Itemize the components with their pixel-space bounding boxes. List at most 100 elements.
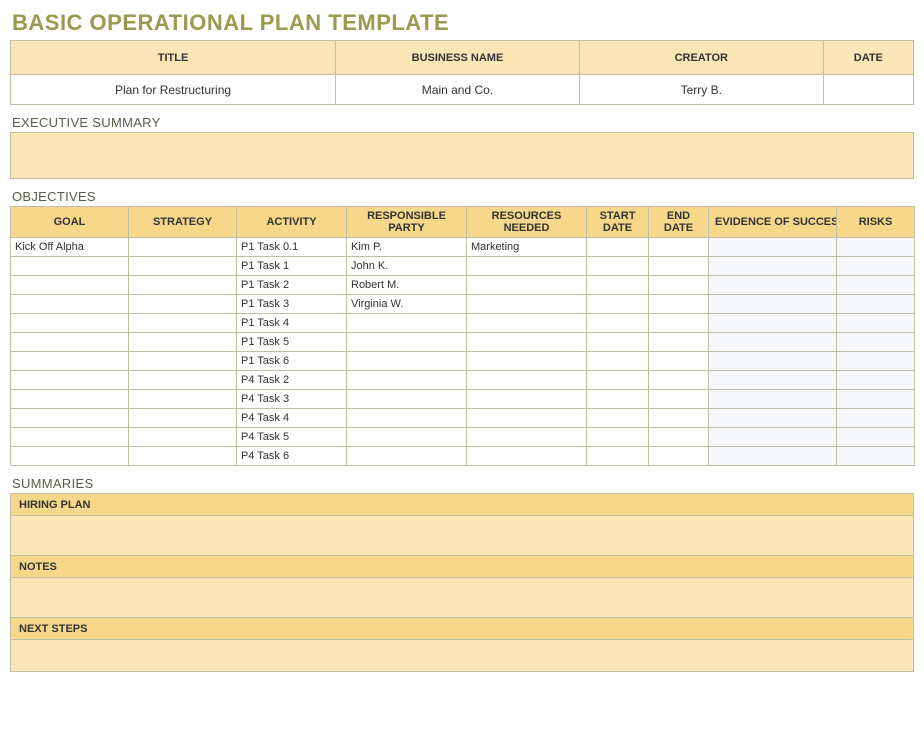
- obj-cell-goal[interactable]: [11, 314, 129, 333]
- obj-cell-start[interactable]: [587, 409, 649, 428]
- obj-cell-strategy[interactable]: [129, 257, 237, 276]
- obj-cell-strategy[interactable]: [129, 390, 237, 409]
- obj-cell-activity[interactable]: P1 Task 5: [237, 333, 347, 352]
- obj-cell-start[interactable]: [587, 352, 649, 371]
- obj-cell-activity[interactable]: P4 Task 2: [237, 371, 347, 390]
- obj-cell-goal[interactable]: [11, 276, 129, 295]
- obj-cell-goal[interactable]: Kick Off Alpha: [11, 238, 129, 257]
- obj-cell-party[interactable]: [347, 409, 467, 428]
- obj-cell-goal[interactable]: [11, 447, 129, 466]
- obj-cell-start[interactable]: [587, 238, 649, 257]
- obj-cell-evidence[interactable]: [709, 257, 837, 276]
- obj-cell-goal[interactable]: [11, 295, 129, 314]
- obj-cell-evidence[interactable]: [709, 409, 837, 428]
- obj-cell-party[interactable]: [347, 352, 467, 371]
- obj-cell-party[interactable]: [347, 314, 467, 333]
- obj-cell-resources[interactable]: [467, 428, 587, 447]
- obj-cell-evidence[interactable]: [709, 238, 837, 257]
- obj-cell-resources[interactable]: [467, 447, 587, 466]
- obj-cell-end[interactable]: [649, 314, 709, 333]
- obj-cell-end[interactable]: [649, 352, 709, 371]
- obj-cell-resources[interactable]: [467, 371, 587, 390]
- obj-cell-party[interactable]: [347, 390, 467, 409]
- obj-cell-strategy[interactable]: [129, 371, 237, 390]
- obj-cell-activity[interactable]: P1 Task 4: [237, 314, 347, 333]
- obj-cell-risks[interactable]: [837, 295, 915, 314]
- info-val-business[interactable]: Main and Co.: [336, 75, 580, 105]
- obj-cell-activity[interactable]: P1 Task 2: [237, 276, 347, 295]
- obj-cell-party[interactable]: [347, 333, 467, 352]
- exec-summary-cell[interactable]: [11, 133, 914, 179]
- obj-cell-start[interactable]: [587, 333, 649, 352]
- obj-cell-party[interactable]: Virginia W.: [347, 295, 467, 314]
- obj-cell-resources[interactable]: [467, 257, 587, 276]
- info-val-title[interactable]: Plan for Restructuring: [11, 75, 336, 105]
- obj-cell-activity[interactable]: P1 Task 6: [237, 352, 347, 371]
- obj-cell-end[interactable]: [649, 333, 709, 352]
- obj-cell-resources[interactable]: [467, 276, 587, 295]
- obj-cell-activity[interactable]: P4 Task 4: [237, 409, 347, 428]
- obj-cell-risks[interactable]: [837, 390, 915, 409]
- obj-cell-activity[interactable]: P4 Task 6: [237, 447, 347, 466]
- obj-cell-goal[interactable]: [11, 352, 129, 371]
- obj-cell-party[interactable]: [347, 371, 467, 390]
- obj-cell-resources[interactable]: [467, 352, 587, 371]
- obj-cell-start[interactable]: [587, 447, 649, 466]
- obj-cell-end[interactable]: [649, 257, 709, 276]
- obj-cell-resources[interactable]: [467, 295, 587, 314]
- obj-cell-goal[interactable]: [11, 409, 129, 428]
- obj-cell-risks[interactable]: [837, 238, 915, 257]
- obj-cell-party[interactable]: [347, 447, 467, 466]
- obj-cell-strategy[interactable]: [129, 352, 237, 371]
- obj-cell-evidence[interactable]: [709, 295, 837, 314]
- obj-cell-risks[interactable]: [837, 257, 915, 276]
- obj-cell-activity[interactable]: P1 Task 1: [237, 257, 347, 276]
- obj-cell-evidence[interactable]: [709, 428, 837, 447]
- obj-cell-end[interactable]: [649, 238, 709, 257]
- obj-cell-resources[interactable]: Marketing: [467, 238, 587, 257]
- obj-cell-party[interactable]: John K.: [347, 257, 467, 276]
- obj-cell-risks[interactable]: [837, 352, 915, 371]
- obj-cell-strategy[interactable]: [129, 314, 237, 333]
- obj-cell-goal[interactable]: [11, 428, 129, 447]
- obj-cell-goal[interactable]: [11, 371, 129, 390]
- obj-cell-strategy[interactable]: [129, 276, 237, 295]
- hiring-plan-cell[interactable]: [11, 516, 914, 556]
- obj-cell-party[interactable]: [347, 428, 467, 447]
- obj-cell-resources[interactable]: [467, 314, 587, 333]
- obj-cell-strategy[interactable]: [129, 428, 237, 447]
- obj-cell-risks[interactable]: [837, 409, 915, 428]
- obj-cell-start[interactable]: [587, 428, 649, 447]
- notes-cell[interactable]: [11, 578, 914, 618]
- obj-cell-start[interactable]: [587, 371, 649, 390]
- obj-cell-end[interactable]: [649, 276, 709, 295]
- obj-cell-evidence[interactable]: [709, 371, 837, 390]
- obj-cell-end[interactable]: [649, 409, 709, 428]
- obj-cell-start[interactable]: [587, 257, 649, 276]
- obj-cell-activity[interactable]: P4 Task 3: [237, 390, 347, 409]
- obj-cell-strategy[interactable]: [129, 409, 237, 428]
- obj-cell-risks[interactable]: [837, 371, 915, 390]
- obj-cell-party[interactable]: Robert M.: [347, 276, 467, 295]
- obj-cell-evidence[interactable]: [709, 333, 837, 352]
- obj-cell-end[interactable]: [649, 371, 709, 390]
- obj-cell-strategy[interactable]: [129, 238, 237, 257]
- obj-cell-evidence[interactable]: [709, 314, 837, 333]
- obj-cell-strategy[interactable]: [129, 333, 237, 352]
- obj-cell-risks[interactable]: [837, 428, 915, 447]
- obj-cell-activity[interactable]: P1 Task 0.1: [237, 238, 347, 257]
- obj-cell-risks[interactable]: [837, 276, 915, 295]
- next-steps-cell[interactable]: [11, 640, 914, 672]
- obj-cell-evidence[interactable]: [709, 447, 837, 466]
- obj-cell-resources[interactable]: [467, 409, 587, 428]
- obj-cell-risks[interactable]: [837, 333, 915, 352]
- obj-cell-start[interactable]: [587, 276, 649, 295]
- info-val-date[interactable]: [823, 75, 913, 105]
- obj-cell-start[interactable]: [587, 295, 649, 314]
- obj-cell-evidence[interactable]: [709, 390, 837, 409]
- info-val-creator[interactable]: Terry B.: [579, 75, 823, 105]
- obj-cell-risks[interactable]: [837, 447, 915, 466]
- obj-cell-activity[interactable]: P4 Task 5: [237, 428, 347, 447]
- obj-cell-goal[interactable]: [11, 333, 129, 352]
- obj-cell-resources[interactable]: [467, 333, 587, 352]
